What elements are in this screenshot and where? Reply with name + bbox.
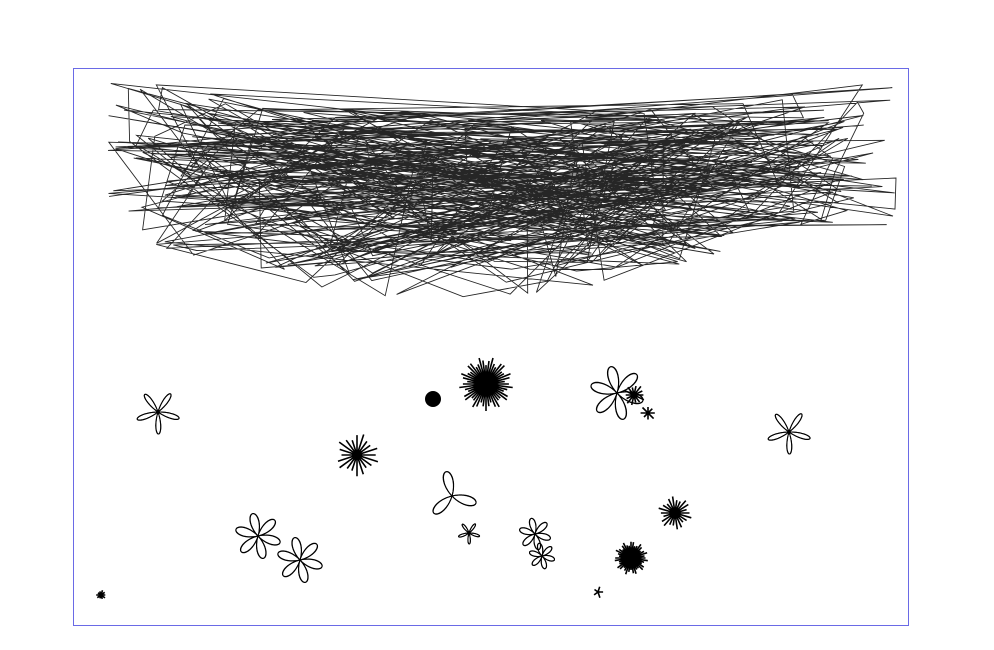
- flower-burst: [459, 357, 513, 411]
- flower-burst: [614, 541, 648, 575]
- plot-frame: [73, 68, 909, 626]
- flower-looped: [458, 523, 481, 545]
- flower-burst: [658, 496, 692, 530]
- flower-burst: [96, 590, 106, 600]
- flower-burst: [593, 586, 604, 598]
- flower-looped: [590, 366, 644, 420]
- scribble-path: [107, 82, 897, 298]
- scribble-cloud: [107, 82, 897, 298]
- flower-burst: [623, 385, 645, 406]
- flower-looped: [519, 517, 551, 551]
- flower-looped: [136, 393, 180, 435]
- flower-burst: [337, 434, 379, 477]
- flower-looped: [277, 537, 323, 583]
- flower-looped: [529, 542, 555, 570]
- flower-looped: [767, 413, 811, 455]
- flower-field: [96, 357, 811, 600]
- flower-looped: [432, 471, 477, 515]
- flower-dot: [425, 391, 441, 407]
- flower-looped: [235, 513, 281, 559]
- flower-burst: [640, 406, 655, 420]
